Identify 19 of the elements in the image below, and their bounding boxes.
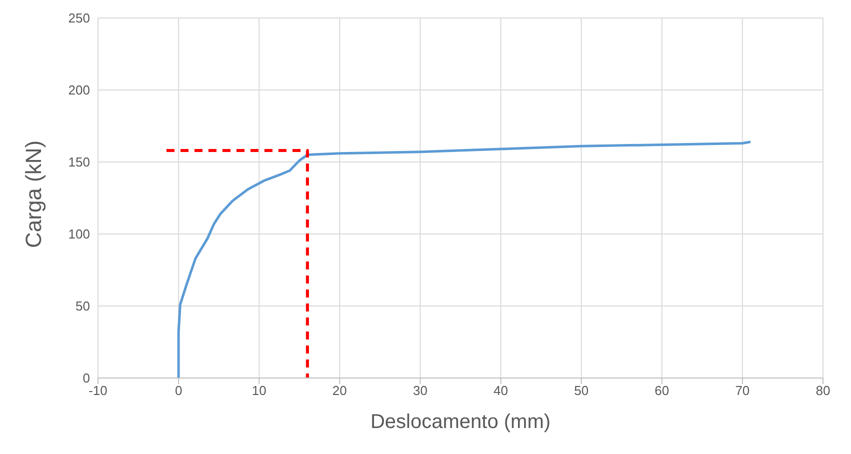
x-tick-label: 60 — [654, 383, 670, 398]
line-series — [177, 140, 752, 378]
x-axis-title: Deslocamento (mm) — [370, 411, 551, 433]
x-tick-label: 0 — [174, 383, 182, 398]
y-tick-label: 100 — [68, 226, 90, 242]
x-tick-label: 80 — [816, 383, 830, 398]
x-tick-label: 10 — [252, 383, 266, 398]
y-tick-label: 0 — [82, 370, 90, 386]
x-tick-label: -10 — [88, 383, 108, 398]
x-tick-label: 40 — [494, 383, 508, 398]
x-tick-label: 30 — [412, 383, 428, 398]
x-tick-label: 70 — [735, 383, 750, 398]
y-tick-label: 50 — [76, 298, 90, 314]
y-tick-label: 250 — [68, 10, 90, 26]
x-tick-label: 50 — [574, 383, 589, 398]
y-axis-title: Carga (kN) — [20, 140, 46, 248]
y-tick-label: 150 — [68, 154, 90, 170]
x-tick-label: 20 — [332, 383, 347, 398]
y-tick-label: 200 — [68, 82, 90, 98]
